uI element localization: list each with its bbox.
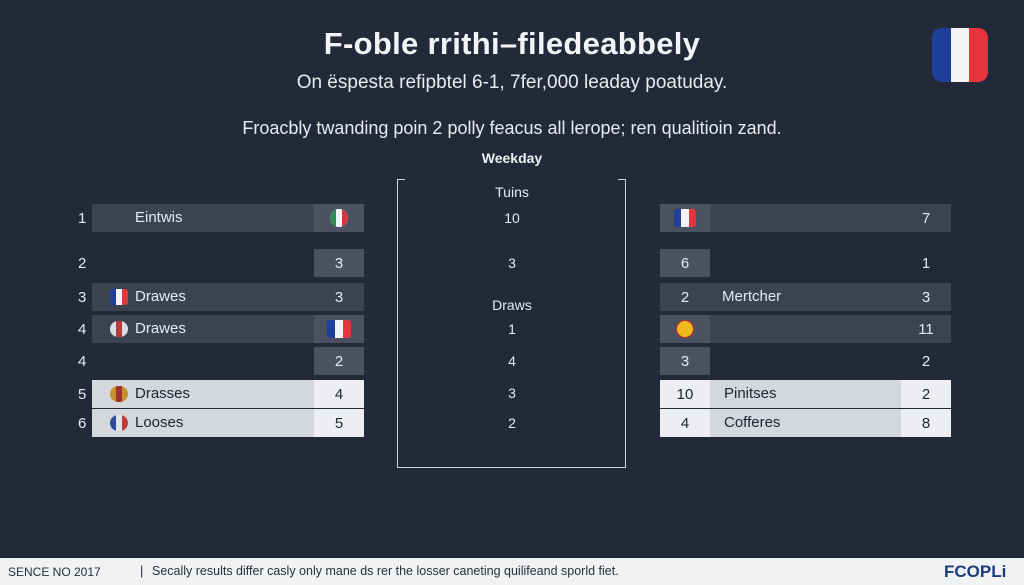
footer-disclaimer: Secally results differ casly only mane d…: [152, 564, 619, 578]
team-crest-icon: [110, 321, 128, 337]
center-header: Tuins: [495, 184, 529, 200]
rank: 4: [78, 320, 87, 338]
team-value: 4: [314, 380, 364, 408]
team-name: Drawes: [135, 288, 186, 305]
rank: 6: [78, 414, 87, 432]
rank: 4: [660, 409, 710, 437]
table-row[interactable]: 6 Looses 5: [78, 409, 368, 437]
team-name: Looses: [135, 414, 184, 431]
center-value: 1: [508, 321, 516, 337]
rank: 3: [78, 288, 87, 306]
team-value: 2: [314, 347, 364, 375]
footer-season: SENCE NO 2017: [8, 565, 101, 579]
france-flag-icon: [674, 209, 696, 227]
team-value: 8: [901, 409, 951, 437]
team-crest-icon: [676, 320, 694, 338]
weekday-label: Weekday: [481, 150, 543, 166]
rank: 4: [78, 352, 87, 370]
mexico-flag-icon: [330, 209, 348, 227]
footer-separator: |: [140, 563, 144, 578]
table-row[interactable]: 7: [660, 204, 951, 232]
rank: 3: [660, 347, 710, 375]
team-name: Eintwis: [135, 209, 183, 226]
page-title: F-oble rrithi–filedeabbely: [323, 26, 701, 61]
team-value: 11: [918, 320, 934, 338]
draws-label: Draws: [492, 297, 532, 313]
table-row[interactable]: 3 2: [660, 347, 951, 375]
table-row[interactable]: 1 Eintwis: [78, 204, 368, 232]
bracket-corner: [397, 179, 405, 180]
table-row[interactable]: 5 Drasses 4: [78, 380, 368, 408]
footer-bar: SENCE NO 2017 | Secally results differ c…: [0, 558, 1024, 585]
center-bracket: [397, 179, 626, 468]
team-name: Drawes: [135, 320, 186, 337]
center-value: 3: [508, 385, 516, 401]
table-row[interactable]: 11: [660, 315, 951, 343]
team-value: 1: [921, 254, 931, 272]
team-name: Mertcher: [722, 288, 782, 305]
table-row[interactable]: 4 2: [78, 347, 368, 375]
table-row[interactable]: 10 Pinitses 2: [660, 380, 951, 408]
team-value: 3: [314, 249, 364, 277]
table-row[interactable]: 4 Drawes: [78, 315, 368, 343]
team-crest-icon: [110, 386, 128, 402]
team-value: 2: [921, 352, 931, 370]
table-row[interactable]: 2 3: [78, 249, 368, 277]
center-value: 3: [508, 255, 516, 271]
team-name: Pinitses: [724, 385, 777, 402]
team-crest-icon: [110, 415, 128, 431]
brand-logo: FCOPLi: [944, 562, 1007, 581]
table-row[interactable]: 3 Drawes 3: [78, 283, 368, 311]
france-flag-icon: [327, 320, 351, 338]
rank: 1: [78, 209, 87, 227]
table-row[interactable]: 4 Cofferes 8: [660, 409, 951, 437]
team-value: 5: [314, 409, 364, 437]
team-name: Cofferes: [724, 414, 781, 431]
rank: 6: [660, 249, 710, 277]
table-row[interactable]: 2 Mertcher 3: [660, 283, 951, 311]
bracket-corner: [618, 179, 626, 180]
center-value: 2: [508, 415, 516, 431]
center-value: 10: [504, 210, 520, 226]
page-description: Froacbly twanding poin 2 polly feacus al…: [242, 118, 782, 138]
france-flag-icon: [932, 28, 988, 82]
rank: 10: [660, 380, 710, 408]
table-row[interactable]: 6 1: [660, 249, 951, 277]
team-value: 2: [901, 380, 951, 408]
france-flag-icon: [110, 289, 128, 305]
team-name: Drasses: [135, 385, 191, 402]
rank: 2: [660, 283, 710, 311]
rank: 2: [78, 254, 87, 272]
rank: 5: [78, 385, 87, 403]
team-value: 3: [314, 283, 364, 311]
page-subtitle: On ëspesta refipbtel 6-1, 7fer,000 leada…: [296, 72, 728, 93]
team-value: 3: [921, 288, 931, 306]
team-value: 7: [921, 209, 931, 227]
center-value: 4: [508, 353, 516, 369]
